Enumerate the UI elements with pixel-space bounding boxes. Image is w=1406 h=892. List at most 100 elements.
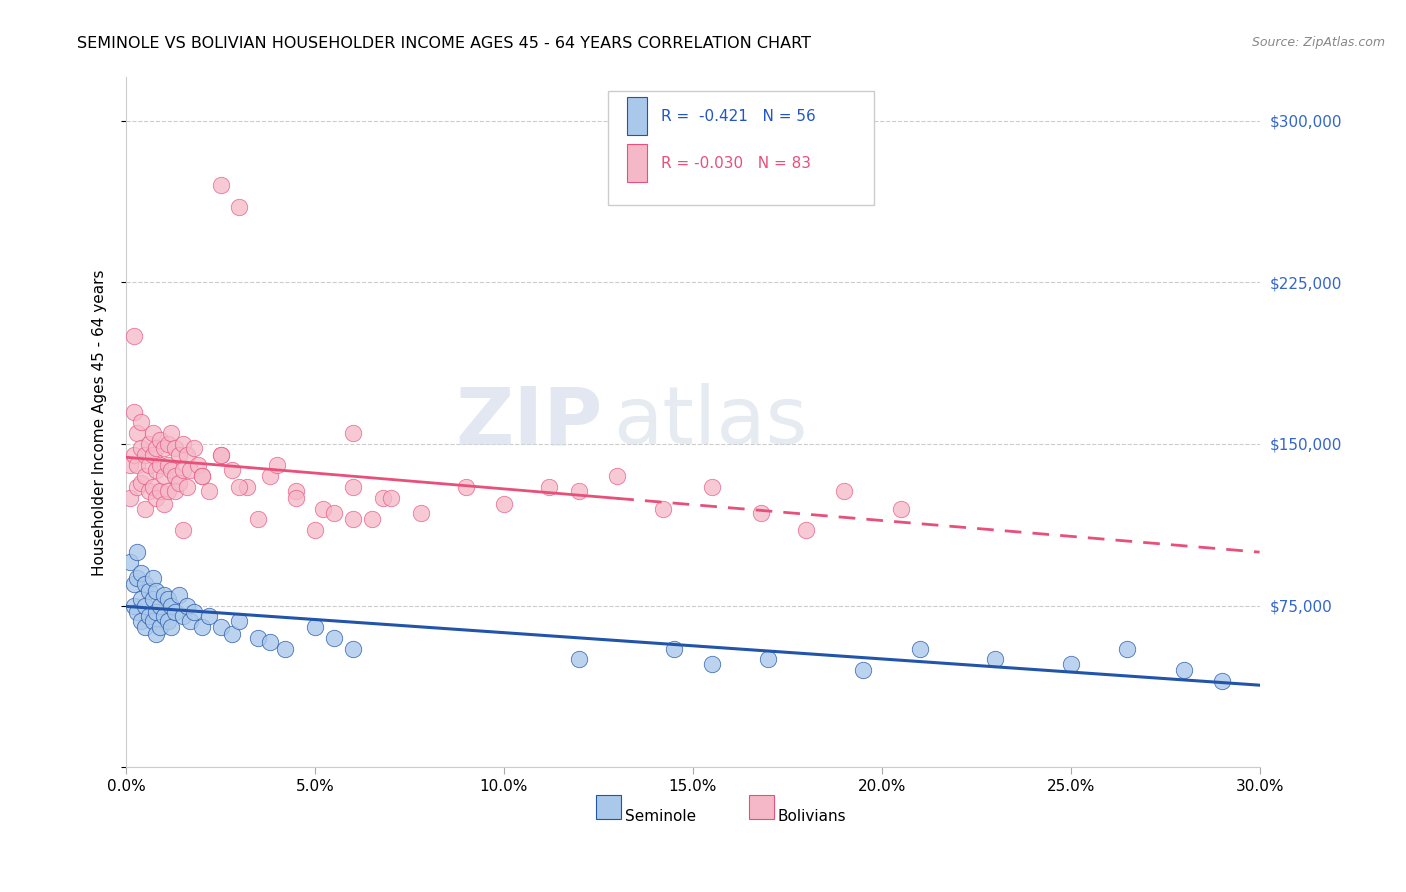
Point: [492, 497, 515, 511]
Point: [122, 448, 145, 462]
Point: [209, 448, 232, 462]
Point: [700, 657, 723, 671]
Point: [134, 448, 156, 462]
Point: [167, 475, 190, 490]
FancyBboxPatch shape: [749, 795, 775, 819]
Point: [145, 491, 167, 505]
Point: [141, 480, 163, 494]
Point: [342, 480, 364, 494]
Point: [145, 583, 167, 598]
Point: [266, 458, 288, 473]
Point: [134, 620, 156, 634]
Point: [127, 458, 149, 473]
Point: [456, 480, 478, 494]
Point: [176, 448, 198, 462]
Point: [221, 463, 243, 477]
Point: [228, 480, 250, 494]
Point: [1116, 641, 1139, 656]
Point: [221, 626, 243, 640]
Point: [662, 641, 685, 656]
Point: [172, 463, 194, 477]
Text: atlas: atlas: [613, 384, 808, 461]
Point: [304, 620, 326, 634]
Point: [1211, 673, 1233, 688]
Text: Source: ZipAtlas.com: Source: ZipAtlas.com: [1251, 36, 1385, 49]
Point: [190, 620, 212, 634]
Point: [127, 480, 149, 494]
Point: [172, 609, 194, 624]
Point: [141, 448, 163, 462]
Point: [129, 592, 152, 607]
Point: [141, 614, 163, 628]
Point: [134, 469, 156, 483]
Point: [285, 491, 308, 505]
Point: [165, 441, 187, 455]
Point: [209, 620, 232, 634]
Point: [156, 614, 179, 628]
Point: [141, 592, 163, 607]
Point: [149, 620, 172, 634]
Point: [118, 458, 141, 473]
Point: [138, 583, 160, 598]
Point: [832, 484, 855, 499]
Point: [156, 484, 179, 499]
Point: [129, 614, 152, 628]
Point: [127, 605, 149, 619]
Point: [167, 448, 190, 462]
Point: [908, 641, 931, 656]
Point: [165, 484, 187, 499]
Point: [568, 484, 591, 499]
Point: [127, 426, 149, 441]
Point: [176, 480, 198, 494]
Text: Bolivians: Bolivians: [778, 809, 846, 823]
Point: [129, 566, 152, 581]
Point: [179, 614, 201, 628]
FancyBboxPatch shape: [627, 145, 648, 182]
Point: [568, 652, 591, 666]
Point: [153, 441, 176, 455]
Point: [145, 463, 167, 477]
Point: [167, 588, 190, 602]
Point: [342, 641, 364, 656]
Point: [183, 441, 205, 455]
Point: [1173, 663, 1195, 677]
Point: [285, 484, 308, 499]
Point: [794, 523, 817, 537]
Point: [984, 652, 1007, 666]
Text: R = -0.030   N = 83: R = -0.030 N = 83: [661, 156, 811, 171]
Point: [380, 491, 402, 505]
Point: [160, 599, 183, 613]
Point: [247, 512, 270, 526]
Point: [149, 433, 172, 447]
Point: [129, 475, 152, 490]
Point: [179, 463, 201, 477]
Point: [190, 469, 212, 483]
Point: [156, 592, 179, 607]
Point: [127, 570, 149, 584]
Point: [228, 200, 250, 214]
Point: [134, 599, 156, 613]
Point: [342, 426, 364, 441]
Point: [118, 491, 141, 505]
Point: [198, 609, 221, 624]
Point: [360, 512, 382, 526]
Point: [138, 437, 160, 451]
Point: [187, 458, 209, 473]
Point: [160, 463, 183, 477]
Point: [749, 506, 772, 520]
Point: [342, 512, 364, 526]
Point: [274, 641, 297, 656]
Point: [209, 178, 232, 193]
Text: R =  -0.421   N = 56: R = -0.421 N = 56: [661, 109, 815, 124]
Point: [371, 491, 394, 505]
Point: [198, 484, 221, 499]
Point: [700, 480, 723, 494]
Point: [1059, 657, 1081, 671]
Point: [145, 441, 167, 455]
Point: [129, 441, 152, 455]
FancyBboxPatch shape: [596, 795, 621, 819]
Point: [122, 577, 145, 591]
Point: [190, 469, 212, 483]
Point: [165, 469, 187, 483]
Point: [160, 426, 183, 441]
